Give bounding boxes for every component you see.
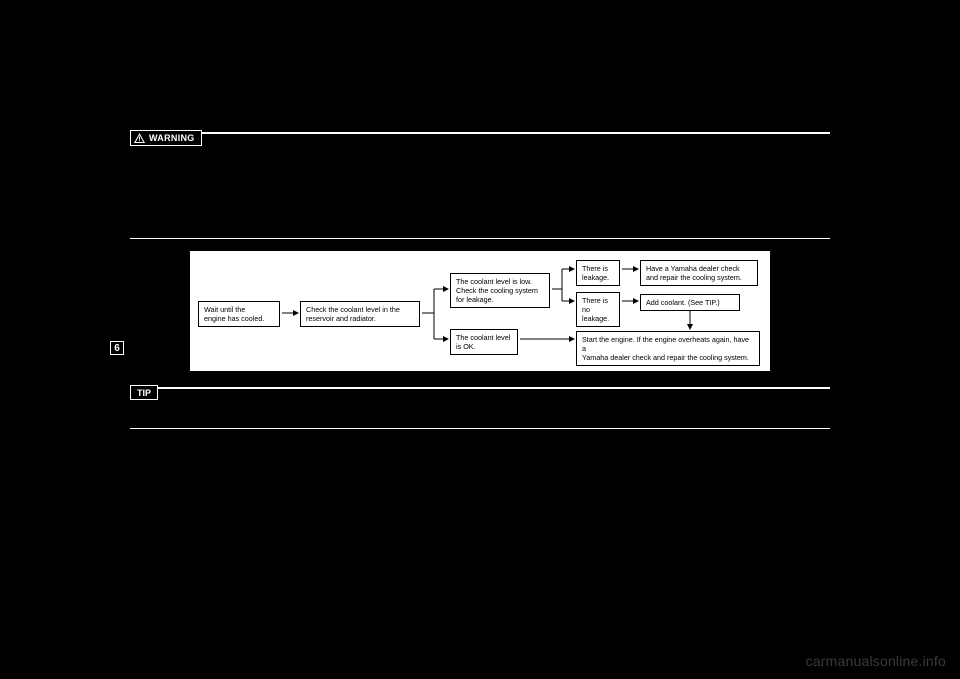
warning-line-2: be blown out under pressure, which could… [152, 167, 830, 182]
divider-rule-bottom [130, 428, 830, 429]
flowchart-box-leakage: There isleakage. [576, 260, 620, 286]
warning-label: WARNING [149, 133, 195, 143]
watermark-text: carmanualsonline.info [806, 653, 946, 669]
section-number-tab: 6 [110, 341, 124, 355]
flowchart-box-check-level: Check the coolant level in thereservoir … [300, 301, 420, 327]
tip-line-2: coolant as soon as possible. [676, 403, 808, 415]
warning-rule [202, 132, 830, 146]
warning-badge: WARNING [130, 130, 202, 146]
flowchart-box-no-leakage: There isno leakage. [576, 292, 620, 327]
warning-line-3: After removing the radiator cap retainin… [152, 182, 830, 197]
divider-rule [130, 238, 830, 239]
flowchart-box-dealer-repair: Have a Yamaha dealer checkand repair the… [640, 260, 758, 286]
manual-page: WARNING Do not remove the radiator cap w… [130, 130, 830, 429]
flowchart-box-level-ok: The coolant levelis OK. [450, 329, 518, 355]
flowchart-box-start-engine: Start the engine. If the engine overheat… [576, 331, 760, 366]
warning-line-1: Do not remove the radiator cap when the … [138, 152, 830, 167]
overheating-flowchart: Wait until theengine has cooled. Check t… [190, 251, 770, 371]
tip-header: TIP [130, 385, 830, 400]
warning-triangle-icon [134, 133, 145, 143]
warning-line-4: slowly rotate the cap counterclockwise t… [152, 197, 830, 212]
flowchart-box-add-coolant: Add coolant. (See TIP.) [640, 294, 740, 311]
warning-line-5: hissing sound has stopped, press down on… [152, 211, 830, 226]
flowchart-box-level-low: The coolant level is low.Check the cooli… [450, 273, 550, 308]
warning-body: Do not remove the radiator cap when the … [130, 150, 830, 232]
tip-badge: TIP [130, 385, 158, 400]
tip-line-1: If coolant is not available, tap water c… [130, 403, 673, 415]
tip-body: If coolant is not available, tap water c… [130, 400, 830, 420]
flowchart-box-wait: Wait until theengine has cooled. [198, 301, 280, 327]
warning-header: WARNING [130, 130, 830, 146]
tip-rule [158, 387, 830, 400]
